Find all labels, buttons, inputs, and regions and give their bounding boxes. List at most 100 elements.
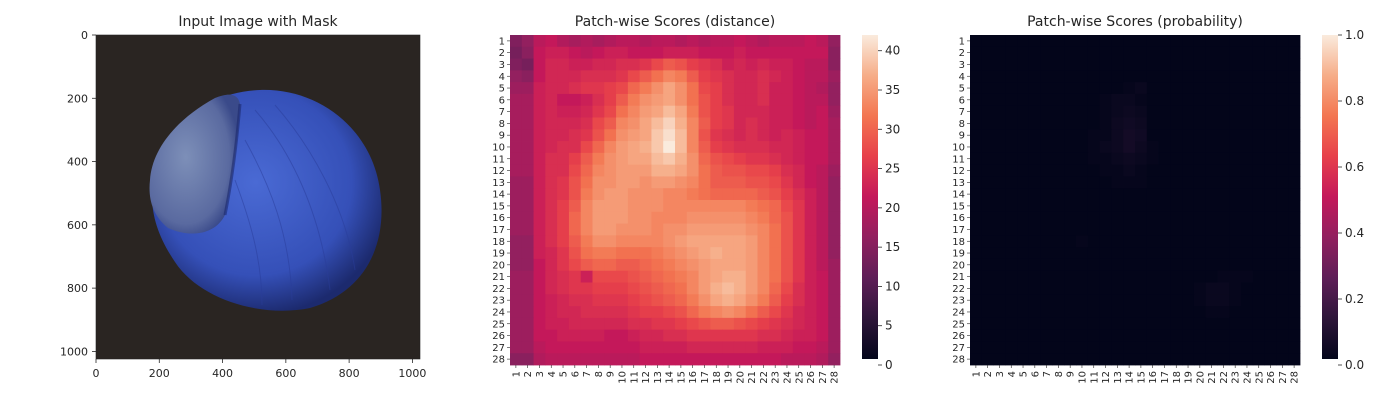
heatmap-cell: [1087, 105, 1101, 118]
heatmap-cell: [733, 58, 747, 71]
heatmap-cell: [970, 152, 983, 166]
heatmap-cell: [639, 176, 652, 189]
heatmap-cell: [1241, 306, 1254, 319]
heatmap-cell: [616, 211, 629, 224]
heatmap-cell: [1064, 46, 1077, 59]
heatmap-row-label: 9: [959, 131, 965, 142]
heatmap-cell: [675, 117, 688, 130]
heatmap-cell: [1217, 105, 1230, 118]
heatmap-cell: [981, 329, 994, 342]
heatmap-cell: [1158, 35, 1171, 48]
heatmap-cell: [1264, 247, 1277, 260]
heatmap-cell: [769, 58, 782, 71]
heatmap-cell: [781, 211, 794, 224]
heatmap-cell: [981, 93, 994, 107]
heatmap-cell: [1170, 117, 1183, 130]
heatmap-cell: [557, 129, 570, 142]
heatmap-cell: [686, 200, 699, 213]
heatmap-cell: [1205, 129, 1218, 142]
heatmap-cell: [1123, 35, 1136, 48]
heatmap-cell: [1193, 152, 1207, 166]
heatmap-cell: [616, 35, 629, 48]
heatmap-cell: [651, 188, 664, 201]
heatmap-cell: [710, 176, 723, 189]
heatmap-cell: [828, 152, 841, 166]
heatmap-cell: [510, 235, 523, 248]
heatmap-cell: [733, 141, 747, 154]
heatmap-cell: [733, 306, 747, 319]
heatmap-cell: [533, 152, 546, 166]
heatmap-cell: [1241, 105, 1254, 118]
heatmap-cell: [1052, 105, 1065, 118]
heatmap-cell: [781, 35, 794, 48]
heatmap-cell: [1017, 329, 1030, 342]
heatmap-cell: [1193, 58, 1207, 71]
heatmap-cell: [1158, 247, 1171, 260]
heatmap-cell: [1123, 235, 1136, 248]
heatmap-row-label: 20: [952, 260, 965, 271]
heatmap-cell: [1217, 152, 1230, 166]
heatmap-cell: [804, 176, 817, 189]
heatmap-cell: [1193, 247, 1207, 260]
heatmap-cell: [1264, 129, 1277, 142]
heatmap-cell: [1028, 176, 1042, 189]
heatmap-cell: [1076, 270, 1089, 283]
heatmap-cell: [733, 164, 747, 177]
heatmap-cell: [557, 258, 570, 272]
heatmap-cell: [521, 35, 534, 48]
heatmap-cell: [804, 152, 817, 166]
heatmap-cell: [1229, 117, 1242, 130]
heatmap-cell: [1170, 353, 1183, 366]
heatmap-cell: [1005, 235, 1018, 248]
heatmap-cell: [1241, 35, 1254, 48]
heatmap-cell: [1017, 353, 1030, 366]
heatmap-cell: [828, 211, 841, 224]
heatmap-cell: [639, 105, 652, 118]
heatmap-cell: [1099, 282, 1112, 295]
heatmap-cell: [545, 223, 558, 236]
heatmap-cell: [639, 329, 652, 342]
heatmap-row-label: 11: [492, 154, 505, 165]
heatmap-cell: [604, 93, 617, 107]
heatmap-cell: [651, 141, 664, 154]
heatmap-cell: [627, 164, 641, 177]
heatmap-cell: [616, 70, 629, 83]
heatmap-cell: [616, 200, 629, 213]
heatmap-row-label: 10: [492, 142, 505, 153]
colorbar-tick-label: 0.4: [1345, 226, 1364, 240]
heatmap-cell: [769, 317, 782, 331]
heatmap-cell: [1064, 235, 1077, 248]
heatmap-cell: [651, 306, 664, 319]
heatmap-cell: [675, 164, 688, 177]
heatmap-cell: [1111, 152, 1124, 166]
heatmap-cell: [592, 58, 605, 71]
heatmap-cell: [1217, 82, 1230, 95]
heatmap-cell: [792, 235, 806, 248]
heatmap-cell: [1052, 353, 1065, 366]
heatmap-cell: [592, 105, 605, 118]
heatmap-cell: [1288, 270, 1301, 283]
heatmap-cell: [557, 176, 570, 189]
heatmap-cell: [1064, 35, 1077, 48]
heatmap-cell: [592, 306, 605, 319]
heatmap-cell: [1052, 93, 1065, 107]
heatmap-cell: [521, 129, 534, 142]
heatmap-cell: [604, 247, 617, 260]
heatmap-cell: [1017, 46, 1030, 59]
heatmap-cell: [663, 35, 676, 48]
heatmap-cell: [792, 223, 806, 236]
heatmap-cell: [792, 58, 806, 71]
heatmap-cell: [828, 329, 841, 342]
heatmap-cell: [557, 341, 570, 354]
heatmap-cell: [651, 211, 664, 224]
heatmap-cell: [521, 294, 534, 307]
heatmap-cell: [592, 35, 605, 48]
heatmap-cell: [710, 141, 723, 154]
heatmap-cell: [993, 129, 1006, 142]
heatmap-cell: [993, 152, 1006, 166]
heatmap-cell: [616, 306, 629, 319]
heatmap-cell: [627, 141, 641, 154]
heatmap-cell: [769, 258, 782, 272]
heatmap-cell: [1099, 223, 1112, 236]
heatmap-cell: [686, 46, 699, 59]
